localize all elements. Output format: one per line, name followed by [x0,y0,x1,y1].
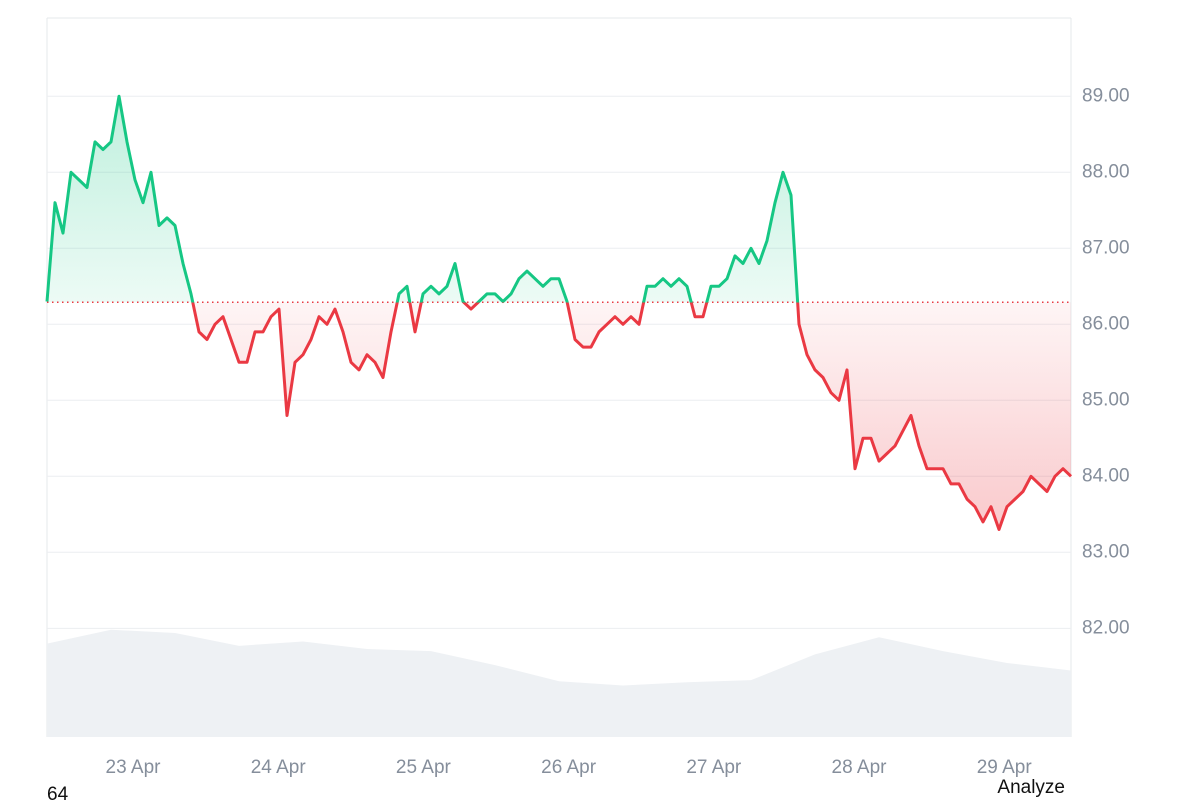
y-tick-label: 88.00 [1082,161,1130,182]
x-tick-label: 29 Apr [977,757,1033,778]
analyze-button[interactable]: Analyze [997,777,1065,798]
baseline-area [47,96,1071,530]
y-tick-label: 82.00 [1082,617,1130,638]
y-tick-label: 89.00 [1082,85,1130,106]
x-tick-label: 26 Apr [541,757,597,778]
x-tick-label: 27 Apr [686,757,742,778]
footer-left: 64 [47,784,69,800]
y-tick-label: 86.00 [1082,313,1130,334]
volume-area [47,629,1071,737]
y-tick-label: 83.00 [1082,541,1130,562]
x-tick-label: 28 Apr [832,757,888,778]
x-tick-label: 23 Apr [106,757,162,778]
y-tick-label: 87.00 [1082,237,1130,258]
price-line [45,94,1073,532]
x-tick-label: 24 Apr [251,757,307,778]
y-tick-label: 85.00 [1082,389,1130,410]
y-tick-label: 84.00 [1082,465,1130,486]
x-tick-label: 25 Apr [396,757,452,778]
